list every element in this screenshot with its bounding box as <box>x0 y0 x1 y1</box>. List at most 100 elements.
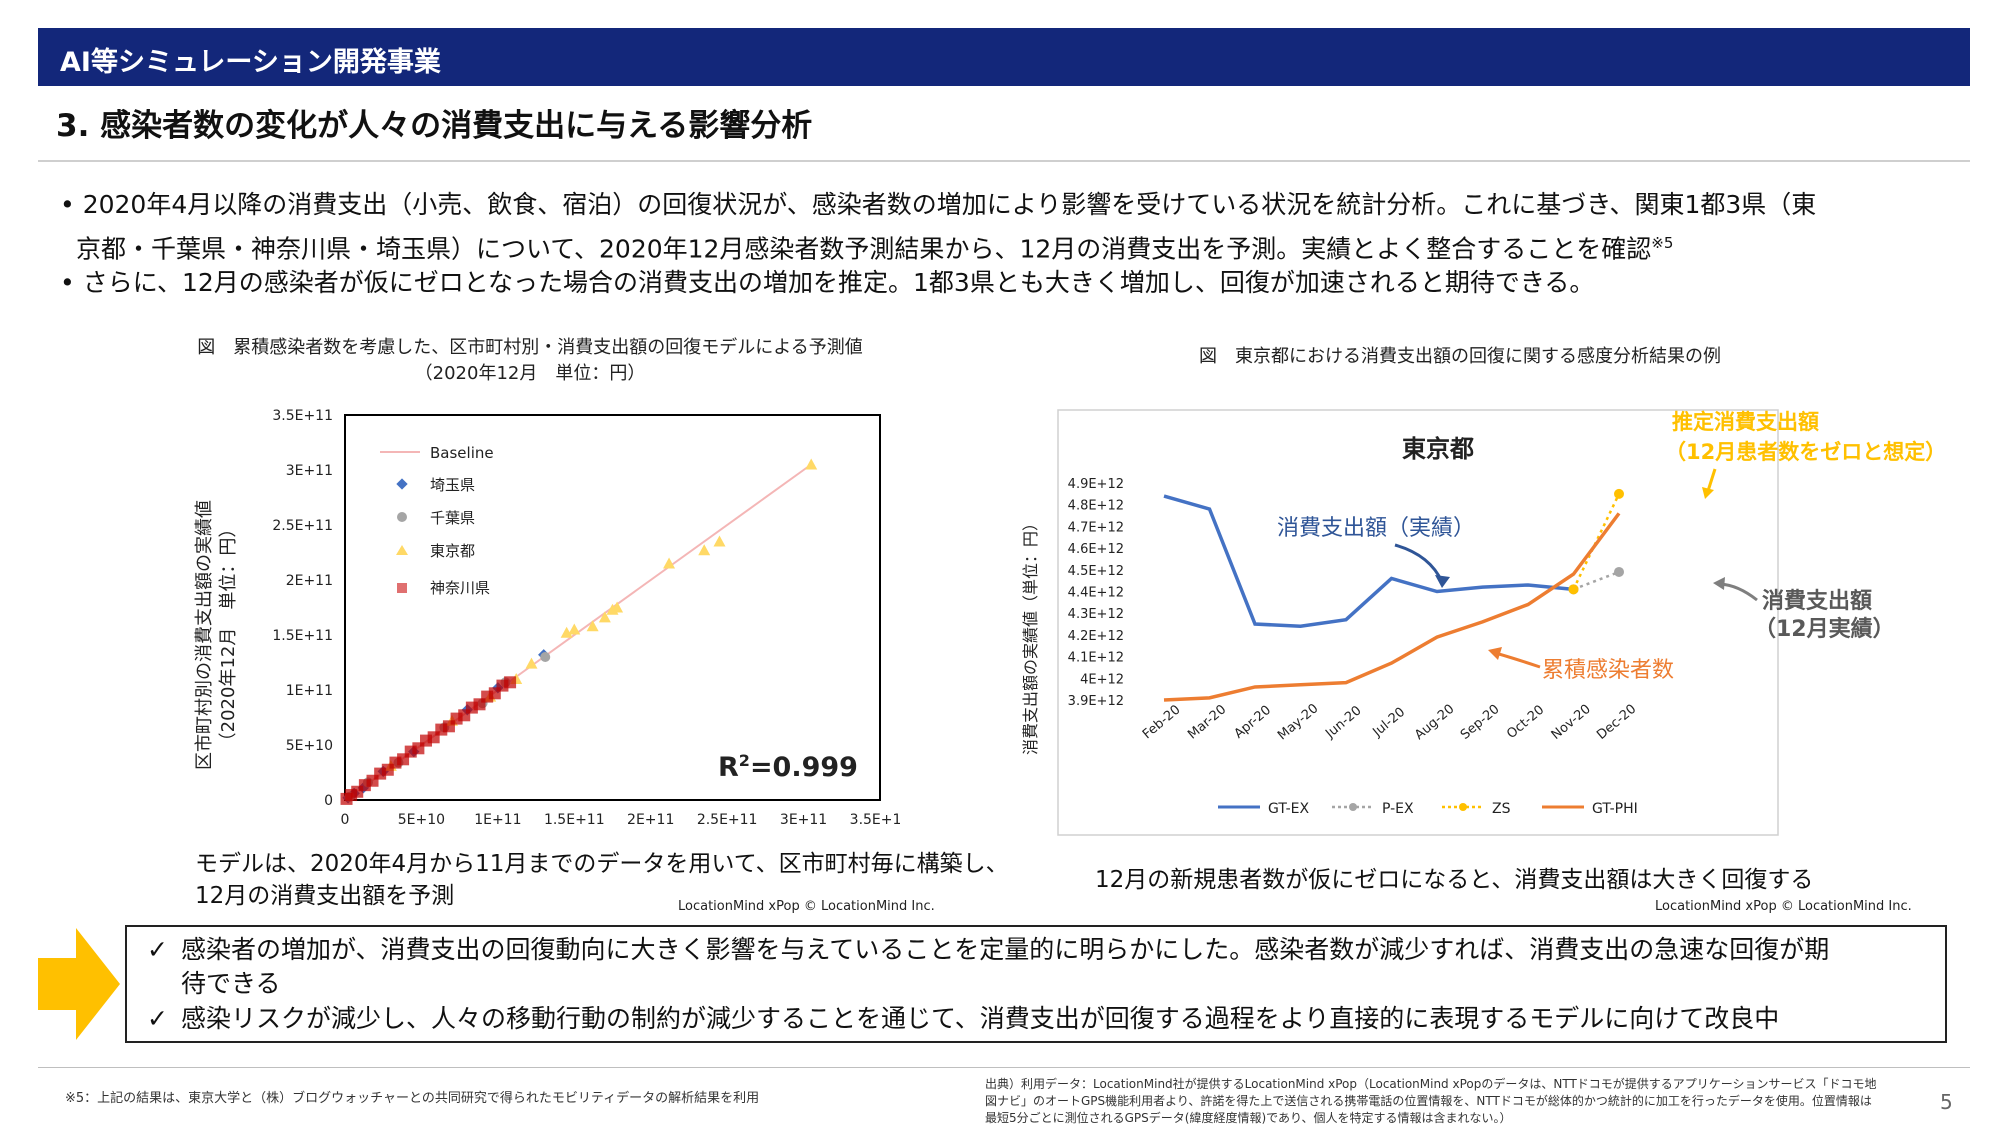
bullet-1-line2: 京都・千葉県・神奈川県・埼玉県）について、2020年12月感染者数予測結果から、… <box>76 234 1652 264</box>
left-model-note: モデルは、2020年4月から11月までのデータを用いて、区市町村毎に構築し、 1… <box>195 848 1009 912</box>
scatter-ylabel-line1: 区市町村別の消費支出額の実績値 <box>194 500 215 770</box>
conclusion-item-1-cont: 待できる <box>181 969 281 998</box>
arrow-shape <box>38 928 120 1040</box>
left-caption-line2: （2020年12月 単位：円） <box>414 363 646 384</box>
left-note-line2: 12月の消費支出額を予測 <box>195 883 455 909</box>
section-header-bar: AI等シミュレーション開発事業 <box>38 28 1970 86</box>
x-tick-label: 3.5E+11 <box>850 812 900 828</box>
page-title: 3. 感染者数の変化が人々の消費支出に与える影響分析 <box>56 108 813 144</box>
conclusion-1-text-a: 感染者の増加が、消費支出の回復動向に大きく影響を与えていることを定量的に明らかに… <box>181 935 1830 964</box>
bullet-1-line1: 2020年4月以降の消費支出（小売、飲食、宿泊）の回復状況が、感染者数の増加によ… <box>82 190 1817 219</box>
page-number: 5 <box>1940 1090 1953 1114</box>
legend-tokyo: 東京都 <box>430 542 475 560</box>
line-chart-frame <box>1057 409 1779 836</box>
arrow-icon <box>38 928 120 1040</box>
y-tick-label: 2.5E+11 <box>272 518 333 534</box>
annot-december-line1: 消費支出額 <box>1762 588 1872 614</box>
legend-saitama-marker <box>396 478 408 490</box>
legend-kanagawa-marker <box>397 583 407 593</box>
footer-source: 出典）利用データ：LocationMind社が提供するLocationMind … <box>985 1076 1905 1127</box>
conclusion-2-text: 感染リスクが減少し、人々の移動行動の制約が減少することを通じて、消費支出が回復す… <box>181 1004 1780 1033</box>
r2-prefix: R <box>718 752 739 783</box>
x-tick-label: 0 <box>341 812 350 828</box>
legend-chiba-marker <box>397 512 407 522</box>
scatter-plot-frame <box>344 414 881 801</box>
right-note: 12月の新規患者数が仮にゼロになると、消費支出額は大きく回復する <box>1095 867 1814 893</box>
footer-note: ※5：上記の結果は、東京大学と（株）ブログウォッチャーとの共同研究で得られたモビ… <box>65 1091 760 1106</box>
scatter-point <box>663 557 676 569</box>
left-note-line1: モデルは、2020年4月から11月までのデータを用いて、区市町村毎に構築し、 <box>195 851 1009 877</box>
right-credit: LocationMind xPop © LocationMind Inc. <box>1655 899 1912 914</box>
y-tick-label: 3.5E+11 <box>272 408 333 424</box>
source-line2: 図ナビ」のオートGPS機能利用者より、許諾を得た上で送信される携帯電話の位置情報… <box>985 1094 1872 1108</box>
y-tick-label: 1.5E+11 <box>272 628 333 644</box>
line-chart-title: 東京都 <box>1402 435 1474 463</box>
scatter-legend: Baseline 埼玉県 千葉県 東京都 神奈川県 <box>380 444 494 597</box>
bullet-2-text: さらに、12月の感染者が仮にゼロとなった場合の消費支出の増加を推定。1都3県とも… <box>82 268 1595 297</box>
y-tick-label: 0 <box>324 793 333 809</box>
left-caption-line1: 図 累積感染者数を考慮した、区市町村別・消費支出額の回復モデルによる予測値 <box>197 337 863 358</box>
legend-saitama: 埼玉県 <box>430 476 475 494</box>
scatter-point <box>598 611 611 623</box>
footnote-ref: ※5 <box>1651 234 1674 252</box>
line-y-tick: 4.5E+12 <box>1068 564 1124 579</box>
legend-chiba: 千葉県 <box>430 509 475 527</box>
source-line3: 最短5分ごとに測位されるGPSデータ(緯度経度情報)であり、個人を特定する情報は… <box>985 1111 1512 1125</box>
annot-december-arrowhead <box>1713 577 1725 590</box>
scatter-point <box>568 623 581 635</box>
y-tick-label: 2E+11 <box>286 573 333 589</box>
annot-estimate-line2: （12月患者数をゼロと想定） <box>1665 440 1946 464</box>
line-y-tick: 4.1E+12 <box>1068 651 1124 666</box>
line-y-tick: 4.9E+12 <box>1068 477 1124 492</box>
annot-december-line2: （12月実績） <box>1754 616 1895 642</box>
scatter-point <box>586 620 599 632</box>
x-tick-label: 3E+11 <box>780 812 827 828</box>
line-series <box>1163 488 1624 702</box>
scatter-point <box>525 657 538 669</box>
x-tick-label: 1.5E+11 <box>544 812 605 828</box>
left-figure-caption: 図 累積感染者数を考慮した、区市町村別・消費支出額の回復モデルによる予測値 （2… <box>160 333 900 385</box>
series-line-p-ex <box>1573 570 1620 591</box>
section-header-label: AI等シミュレーション開発事業 <box>60 47 441 78</box>
conclusion-item-1: ✓ 感染者の増加が、消費支出の回復動向に大きく影響を与えていることを定量的に明らか… <box>147 933 1907 966</box>
r2-sup: 2 <box>739 751 750 770</box>
footer-divider <box>38 1067 1970 1068</box>
x-tick-label: 1E+11 <box>474 812 521 828</box>
annot-estimate-line1: 推定消費支出額 <box>1672 410 1819 434</box>
scatter-chart: 区市町村別の消費支出額の実績値 （2020年12月 単位：円） 0 5E+10 1E… <box>194 408 900 828</box>
title-divider <box>38 160 1970 162</box>
line-y-tick: 4.4E+12 <box>1068 586 1124 601</box>
series-point-zs <box>1614 488 1624 499</box>
scatter-point <box>504 676 517 689</box>
conclusion-box: ✓ 感染者の増加が、消費支出の回復動向に大きく影響を与えていることを定量的に明らか… <box>125 925 1947 1043</box>
line-y-tick: 4.8E+12 <box>1068 499 1124 514</box>
series-line-gt-phi <box>1163 512 1621 702</box>
scatter-point <box>611 601 624 613</box>
bullet-2: • さらに、12月の感染者が仮にゼロとなった場合の消費支出の増加を推定。1都3県… <box>60 268 1595 297</box>
line-y-tick: 4.7E+12 <box>1068 520 1124 535</box>
legend-p-ex-marker <box>1349 803 1357 811</box>
annot-actual-arrowhead <box>1435 575 1450 588</box>
x-tick-label: 5E+10 <box>398 812 445 828</box>
annot-cases-arrowhead <box>1488 647 1502 660</box>
check-icon: ✓ <box>147 935 168 964</box>
line-y-tick: 4.2E+12 <box>1068 629 1124 644</box>
annot-estimate-arrow <box>1706 468 1717 492</box>
series-point-zs <box>1568 584 1579 595</box>
annot-cases: 累積感染者数 <box>1542 658 1674 683</box>
right-figure-caption: 図 東京都における消費支出額の回復に関する感度分析結果の例 <box>1199 346 1721 367</box>
annot-actual: 消費支出額（実績） <box>1277 516 1475 541</box>
legend-baseline: Baseline <box>430 444 494 462</box>
scatter-x-ticks: 0 5E+10 1E+11 1.5E+11 2E+11 2.5E+11 3E+11 3.5E+… <box>341 812 900 828</box>
conclusion-item-2: ✓ 感染リスクが減少し、人々の移動行動の制約が減少することを通じて、消費支出が回復… <box>147 1002 1907 1035</box>
line-legend: GT-EX P-EX ZS GT-PHI <box>1218 801 1638 817</box>
source-line1: 出典）利用データ：LocationMind社が提供するLocationMind … <box>985 1077 1877 1091</box>
legend-zs: ZS <box>1492 801 1511 817</box>
line-y-tick: 3.9E+12 <box>1068 694 1124 709</box>
legend-p-ex: P-EX <box>1382 801 1414 817</box>
line-y-tick: 4E+12 <box>1080 672 1124 687</box>
annot-estimate-arrowhead <box>1702 487 1714 499</box>
scatter-y-ticks: 0 5E+10 1E+11 1.5E+11 2E+11 2.5E+11 3E+11 3.5E+… <box>272 408 333 809</box>
scatter-point <box>560 626 573 638</box>
legend-gt-ex: GT-EX <box>1268 801 1310 817</box>
